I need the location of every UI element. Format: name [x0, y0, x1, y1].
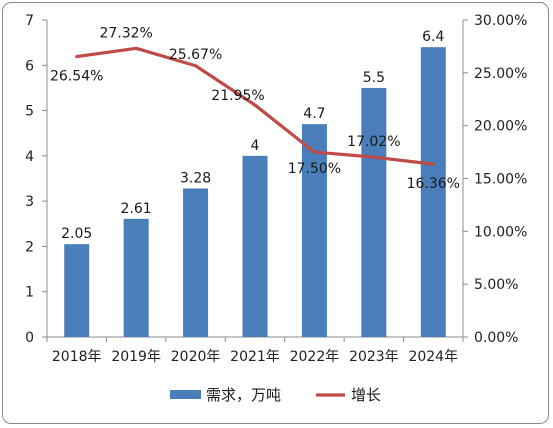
- left-tick-label: 1: [25, 285, 34, 301]
- left-tick-label: 6: [25, 58, 34, 74]
- line-data-label: 21.95%: [211, 88, 264, 104]
- right-tick-label: 25.00%: [474, 66, 527, 82]
- line-data-label: 26.54%: [50, 69, 103, 85]
- line-data-label: 25.67%: [169, 47, 222, 63]
- bar-data-label: 4: [251, 138, 260, 154]
- left-tick-label: 2: [25, 239, 34, 255]
- bar-data-label: 3.28: [180, 170, 211, 186]
- left-tick-label: 7: [25, 13, 34, 29]
- growth-line: [75, 46, 435, 166]
- right-tick-label: 0.00%: [474, 330, 518, 346]
- x-tick-label: 2022年: [290, 349, 340, 365]
- x-tick-label: 2020年: [171, 349, 221, 365]
- bar-data-label: 4.7: [303, 106, 325, 122]
- x-tick-label: 2024年: [408, 349, 458, 365]
- x-tick-label: 2018年: [52, 349, 102, 365]
- bar-data-label: 6.4: [422, 29, 444, 45]
- x-tick-label: 2023年: [349, 349, 399, 365]
- bar: [183, 188, 209, 337]
- x-tick-label: 2019年: [111, 349, 161, 365]
- right-tick-label: 20.00%: [474, 119, 527, 135]
- right-tick-label: 30.00%: [474, 13, 527, 29]
- legend-label-line: 增长: [351, 386, 381, 404]
- bar-data-label: 2.05: [61, 226, 92, 242]
- bar: [301, 124, 327, 338]
- line-data-label: 17.02%: [347, 134, 400, 150]
- x-tick-label: 2021年: [230, 349, 280, 365]
- right-tick-label: 5.00%: [474, 277, 518, 293]
- line-data-label: 27.32%: [99, 25, 152, 41]
- left-tick-label: 0: [25, 330, 34, 346]
- left-tick-label: 3: [25, 194, 34, 210]
- legend-swatch-bar: [170, 390, 201, 399]
- bar: [361, 87, 387, 337]
- line-data-label: 17.50%: [288, 161, 341, 177]
- left-tick-label: 5: [25, 104, 34, 120]
- bar: [242, 155, 268, 337]
- bar: [420, 47, 446, 338]
- chart-frame: [2, 2, 549, 424]
- legend-label-bar: 需求，万吨: [206, 386, 281, 404]
- bar: [64, 244, 90, 337]
- bar-data-label: 2.61: [121, 201, 152, 217]
- left-tick-label: 4: [25, 149, 34, 165]
- bar-data-label: 5.5: [363, 70, 385, 86]
- bar: [123, 218, 149, 337]
- line-data-label: 16.36%: [407, 176, 460, 192]
- right-tick-label: 10.00%: [474, 224, 527, 240]
- right-tick-label: 15.00%: [474, 172, 527, 188]
